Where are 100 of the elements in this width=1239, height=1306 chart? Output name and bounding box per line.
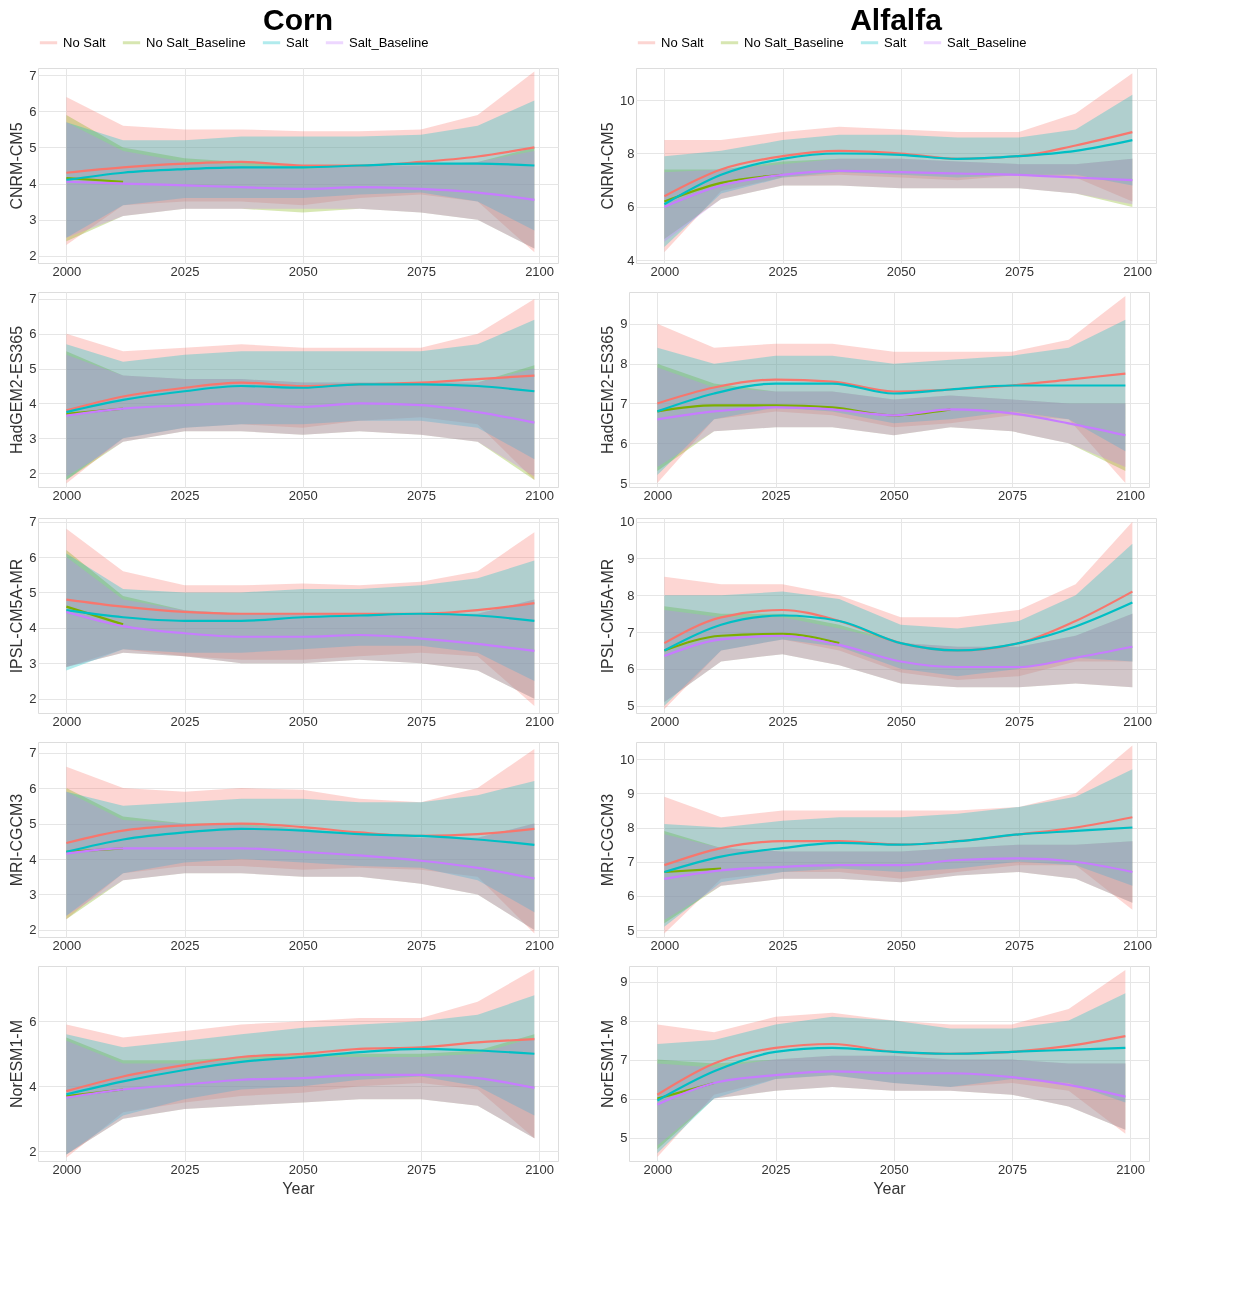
x-tick-label: 2025 bbox=[170, 263, 200, 279]
x-tick-label: 2050 bbox=[288, 937, 318, 953]
y-tick-label: 4 bbox=[29, 1078, 37, 1094]
line-series bbox=[656, 1046, 1127, 1102]
legend-label: No Salt bbox=[661, 34, 705, 50]
legend-label: Salt bbox=[286, 34, 309, 50]
y-tick-label: 7 bbox=[29, 745, 37, 761]
x-axis-title: Year bbox=[282, 1179, 316, 1197]
y-tick-label: 9 bbox=[620, 316, 628, 332]
x-tick-label: 2000 bbox=[52, 487, 82, 503]
x-tick-label: 2100 bbox=[1123, 937, 1153, 953]
y-axis-title: IPSL-CM5A-MR bbox=[8, 558, 26, 674]
x-tick-label: 2100 bbox=[525, 487, 555, 503]
x-tick-label: 2025 bbox=[170, 1161, 200, 1177]
line-series bbox=[65, 180, 536, 201]
line-series bbox=[663, 634, 1134, 669]
y-tick-label: 6 bbox=[29, 103, 37, 119]
line-series bbox=[65, 598, 536, 615]
x-tick-label: 2075 bbox=[1004, 713, 1034, 729]
legend-label: Salt_Baseline bbox=[349, 34, 429, 50]
x-tick-label: 2075 bbox=[1004, 263, 1034, 279]
x-tick-label: 2100 bbox=[1123, 713, 1153, 729]
y-tick-label: 9 bbox=[627, 550, 635, 566]
y-tick-label: 6 bbox=[627, 888, 635, 904]
x-tick-label: 2100 bbox=[525, 937, 555, 953]
y-tick-label: 4 bbox=[29, 176, 37, 192]
x-tick-label: 2100 bbox=[1123, 263, 1153, 279]
x-tick-label: 2075 bbox=[1004, 937, 1034, 953]
x-tick-label: 2050 bbox=[288, 1161, 318, 1177]
x-tick-label: 2025 bbox=[768, 937, 798, 953]
y-axis-title: MRI-CGCM3 bbox=[599, 793, 617, 887]
x-tick-label: 2075 bbox=[406, 1161, 436, 1177]
line-series bbox=[65, 610, 536, 653]
y-tick-label: 10 bbox=[620, 92, 635, 108]
x-tick-label: 2050 bbox=[886, 713, 916, 729]
legend-label: Salt_Baseline bbox=[947, 34, 1027, 50]
line-series bbox=[656, 382, 1127, 413]
line-series bbox=[663, 601, 1134, 652]
x-tick-label: 2050 bbox=[879, 1161, 909, 1177]
y-tick-label: 2 bbox=[29, 691, 37, 707]
x-tick-label: 2050 bbox=[288, 263, 318, 279]
chart-title: Alfalfa bbox=[850, 3, 943, 36]
y-tick-label: 9 bbox=[627, 785, 635, 801]
y-tick-label: 5 bbox=[29, 584, 37, 600]
y-tick-label: 6 bbox=[29, 326, 37, 342]
x-tick-label: 2000 bbox=[52, 1161, 82, 1177]
x-tick-label: 2075 bbox=[406, 713, 436, 729]
y-tick-label: 2 bbox=[29, 922, 37, 938]
line-series bbox=[65, 162, 536, 182]
y-tick-label: 7 bbox=[627, 854, 635, 870]
y-tick-label: 9 bbox=[620, 974, 628, 990]
chart-title: Corn bbox=[263, 3, 333, 36]
x-tick-label: 2000 bbox=[643, 1161, 673, 1177]
line-series bbox=[65, 827, 536, 854]
line-series bbox=[656, 372, 1127, 405]
x-tick-label: 2075 bbox=[406, 487, 436, 503]
y-tick-label: 6 bbox=[627, 199, 635, 215]
y-tick-label: 5 bbox=[620, 475, 628, 491]
y-tick-label: 4 bbox=[29, 620, 37, 636]
x-tick-label: 2075 bbox=[997, 1161, 1027, 1177]
y-tick-label: 6 bbox=[29, 549, 37, 565]
y-tick-label: 10 bbox=[620, 514, 635, 530]
y-tick-label: 5 bbox=[29, 139, 37, 155]
x-tick-label: 2100 bbox=[1116, 1161, 1146, 1177]
y-axis-title: HadGEM2-ES365 bbox=[599, 325, 617, 455]
y-tick-label: 4 bbox=[29, 395, 37, 411]
y-tick-label: 7 bbox=[627, 624, 635, 640]
y-tick-label: 8 bbox=[620, 356, 628, 372]
x-tick-label: 2000 bbox=[643, 487, 673, 503]
line-series bbox=[663, 826, 1134, 874]
y-axis-title: IPSL-CM5A-MR bbox=[599, 558, 617, 674]
y-tick-label: 4 bbox=[29, 851, 37, 867]
x-tick-label: 2025 bbox=[761, 487, 791, 503]
legend-label: No Salt bbox=[63, 34, 107, 50]
x-tick-label: 2050 bbox=[879, 487, 909, 503]
x-tick-label: 2000 bbox=[52, 937, 82, 953]
x-tick-label: 2025 bbox=[170, 487, 200, 503]
x-tick-label: 2100 bbox=[525, 1161, 555, 1177]
y-tick-label: 7 bbox=[29, 67, 37, 83]
line-series bbox=[65, 146, 536, 174]
line-series bbox=[656, 406, 1127, 437]
line-series bbox=[65, 1038, 536, 1093]
legend-label: No Salt_Baseline bbox=[146, 34, 246, 50]
y-tick-label: 6 bbox=[627, 661, 635, 677]
x-tick-label: 2025 bbox=[768, 263, 798, 279]
line-series bbox=[65, 822, 536, 845]
y-tick-label: 8 bbox=[627, 820, 635, 836]
y-tick-label: 6 bbox=[29, 1013, 37, 1029]
y-tick-label: 5 bbox=[29, 361, 37, 377]
y-axis-title: CNRM-CM5 bbox=[599, 122, 617, 210]
y-tick-label: 8 bbox=[627, 587, 635, 603]
y-tick-label: 5 bbox=[620, 1130, 628, 1146]
x-tick-label: 2050 bbox=[288, 487, 318, 503]
y-tick-label: 8 bbox=[627, 145, 635, 161]
x-tick-label: 2100 bbox=[1116, 487, 1146, 503]
x-tick-label: 2025 bbox=[170, 937, 200, 953]
line-series bbox=[663, 139, 1134, 206]
x-tick-label: 2100 bbox=[525, 263, 555, 279]
y-tick-label: 7 bbox=[620, 395, 628, 411]
y-tick-label: 2 bbox=[29, 248, 37, 264]
